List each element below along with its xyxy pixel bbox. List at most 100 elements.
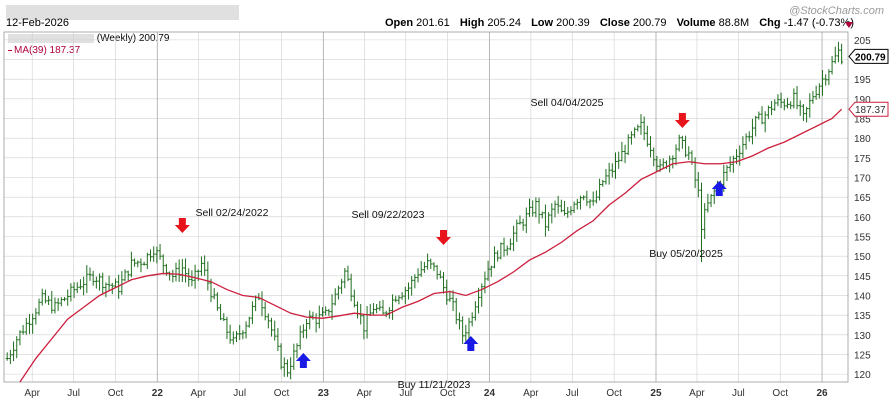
ohlc-bar (674, 144, 678, 166)
ohlc-bar (289, 357, 293, 380)
ohlc-bar (741, 136, 745, 159)
ohlc-bar (257, 293, 261, 301)
ohlc-bar (104, 282, 108, 298)
ma-swatch-icon (8, 49, 12, 51)
last-ma-tag-label: 187.37 (855, 105, 886, 116)
ohlc-bar (543, 204, 547, 237)
y-tick-label: 130 (854, 331, 871, 342)
ohlc-bar (263, 301, 267, 321)
ohlc-bar (260, 291, 264, 317)
open-label: Open (384, 17, 414, 29)
ohlc-bar (63, 297, 67, 302)
ohlc-bar (403, 286, 407, 305)
ohlc-bar (327, 308, 331, 316)
ohlc-bar (85, 265, 89, 294)
ohlc-bar (582, 195, 586, 201)
y-tick-label: 195 (854, 75, 871, 86)
legend-ma-label: MA(39) 187.37 (14, 45, 81, 56)
ohlc-bar (292, 343, 296, 370)
ohlc-bar (129, 251, 133, 278)
ohlc-bar (480, 283, 484, 307)
x-tick-label: Jul (566, 388, 579, 399)
ohlc-bar (78, 279, 82, 290)
ohlc-bar (126, 270, 130, 281)
ohlc-bar (451, 290, 455, 312)
x-tick-label: 22 (152, 388, 164, 399)
ohlc-bar (467, 317, 471, 340)
ohlc-bar (349, 273, 353, 302)
ohlc-bar (40, 288, 44, 306)
x-tick-label: 23 (318, 388, 330, 399)
ohlc-bar (789, 101, 793, 110)
ohlc-bar (422, 261, 426, 273)
ohlc-bar (760, 106, 764, 125)
low-value: 200.39 (556, 17, 590, 29)
ohlc-bar (234, 331, 238, 343)
ohlc-bar (521, 218, 525, 231)
ohlc-bar (604, 169, 608, 185)
plot-frame (3, 31, 849, 383)
ohlc-bar (505, 245, 509, 256)
x-tick-label: Apr (689, 388, 705, 399)
y-tick-label: 145 (854, 272, 871, 283)
ohlc-bar (199, 256, 203, 276)
ohlc-bar (270, 317, 274, 337)
ohlc-bar (840, 43, 844, 65)
ohlc-bar (639, 114, 643, 135)
ohlc-bar (142, 261, 146, 266)
ohlc-bar (301, 324, 305, 339)
ohlc-bar (636, 124, 640, 132)
ohlc-bar (333, 288, 337, 306)
ohlc-bar (174, 262, 178, 282)
ohlc-bar (652, 147, 656, 167)
ohlc-bar (123, 269, 127, 282)
ohlc-bar (680, 135, 684, 149)
y-tick-label: 135 (854, 311, 871, 322)
ohlc-bar (578, 195, 582, 210)
ohlc-bar (53, 297, 57, 314)
ohlc-bar (744, 133, 748, 150)
ohlc-bar (515, 219, 519, 242)
x-tick-label: Oct (772, 388, 788, 399)
ohlc-bar (31, 313, 35, 334)
ohlc-bar (572, 201, 576, 213)
ohlc-bar (805, 106, 809, 123)
ohlc-bar (254, 295, 258, 312)
ohlc-bar (508, 238, 512, 251)
sell-arrow-icon (436, 230, 452, 245)
ohlc-bar (795, 85, 799, 110)
ohlc-bar (145, 252, 149, 270)
y-tick-label: 185 (854, 115, 871, 126)
ohlc-bar (139, 258, 143, 273)
y-tick-label: 125 (854, 350, 871, 361)
ohlc-bar (830, 55, 834, 75)
close-value: 200.79 (632, 17, 667, 29)
ohlc-bar (773, 99, 777, 111)
sell-signal-label: Sell 09/22/2023 (352, 209, 425, 221)
ohlc-bar (696, 171, 700, 198)
ohlc-bar (330, 294, 334, 320)
ohlc-bar (5, 352, 9, 361)
ohlc-bar (59, 297, 63, 307)
ohlc-bar (397, 295, 401, 305)
ohlc-bar (553, 200, 557, 218)
ohlc-bar (836, 41, 840, 63)
last-price-tag-label: 200.79 (855, 52, 886, 63)
ohlc-bar (594, 190, 598, 204)
ohlc-bar (184, 258, 188, 283)
ohlc-bar (709, 194, 713, 208)
x-tick-label: 25 (650, 388, 662, 399)
ohlc-bar (677, 134, 681, 152)
ohlc-bar (413, 274, 417, 289)
ohlc-bar (528, 198, 532, 217)
ohlc-bar (295, 343, 299, 359)
y-tick-label: 155 (854, 232, 871, 243)
ohlc-bar (8, 349, 12, 365)
low-label: Low (531, 17, 554, 29)
ohlc-bar (426, 253, 430, 270)
ohlc-bar (215, 292, 219, 311)
ohlc-bar (738, 145, 742, 166)
ohlc-bar (512, 225, 516, 252)
ohlc-bar (391, 294, 395, 320)
